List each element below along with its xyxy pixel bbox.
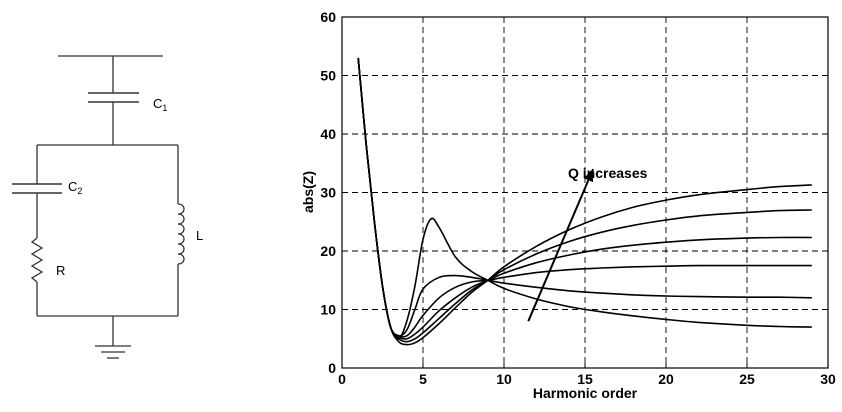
x-tick-label: 25 <box>739 371 755 387</box>
resistor-zigzag <box>30 237 44 283</box>
x-tick-label: 10 <box>496 371 512 387</box>
y-tick-label: 60 <box>320 9 336 25</box>
y-tick-label: 40 <box>320 126 336 142</box>
grid-lines <box>342 17 828 368</box>
tick-labels: 0 5 10 15 20 25 30 0 10 20 30 40 50 60 <box>320 9 836 387</box>
x-tick-label: 0 <box>338 371 346 387</box>
y-tick-label: 0 <box>328 360 336 376</box>
x-tick-label: 5 <box>419 371 427 387</box>
r-label: R <box>56 263 65 278</box>
x-tick-label: 20 <box>658 371 674 387</box>
y-tick-label: 30 <box>320 185 336 201</box>
x-tick-label: 15 <box>577 371 593 387</box>
y-axis-label: abs(Z) <box>300 171 316 213</box>
l-label: L <box>196 228 203 243</box>
annotation-arrow-head <box>583 169 594 183</box>
x-axis-label: Harmonic order <box>533 385 638 401</box>
series-lines <box>357 57 812 346</box>
circuit-diagram <box>12 55 185 359</box>
x-tick-label: 30 <box>820 371 836 387</box>
annotation-arrow-shaft <box>527 168 595 322</box>
impedance-chart: 0 5 10 15 20 25 30 0 10 20 30 40 50 60 Harmonic order… <box>300 9 836 401</box>
series-line-6 <box>357 57 812 346</box>
y-tick-label: 50 <box>320 68 336 84</box>
inductor-coil <box>177 203 185 265</box>
y-tick-label: 10 <box>320 302 336 318</box>
tick-marks <box>341 16 829 369</box>
c1-label: C1 <box>153 96 167 113</box>
annotation-text: Q increases <box>568 165 648 181</box>
annotation: Q increases <box>527 165 648 322</box>
y-tick-label: 20 <box>320 243 336 259</box>
c2-label: C2 <box>68 179 82 196</box>
